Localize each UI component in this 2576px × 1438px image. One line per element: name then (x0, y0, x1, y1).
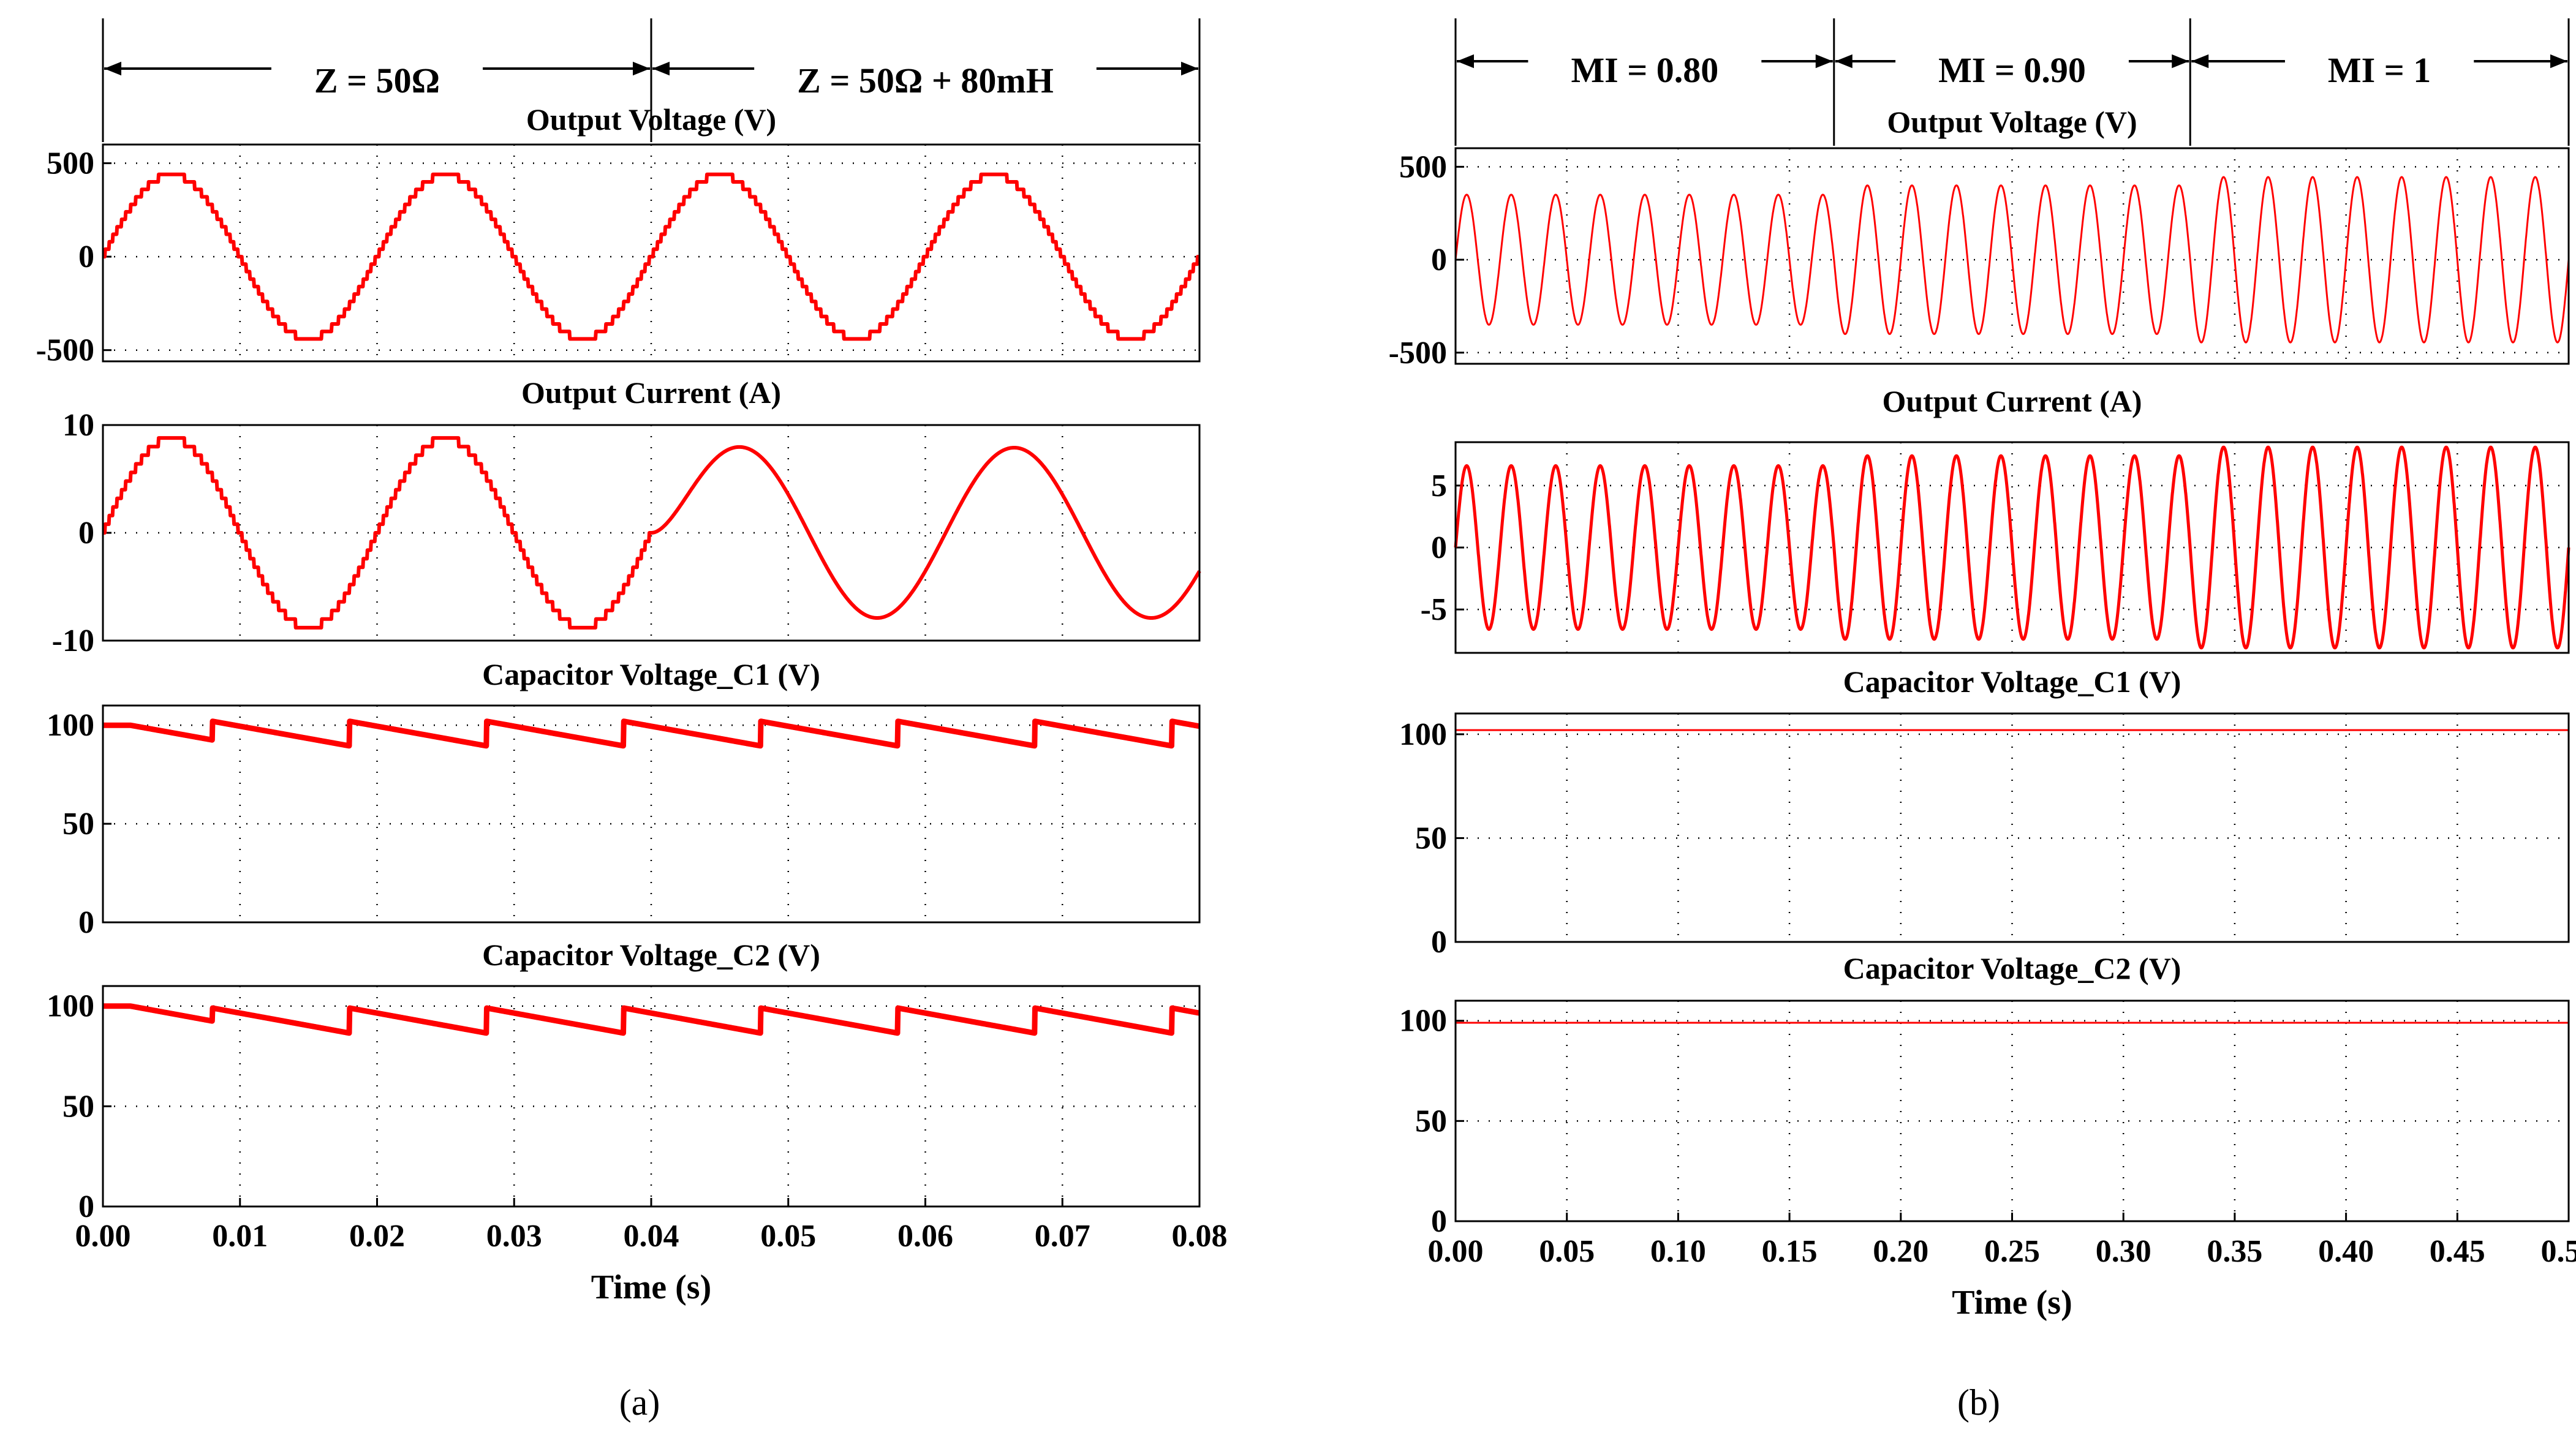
panel-b-subplot-title-1: Output Current (A) (1882, 384, 2142, 418)
panel-a-xtick-label-1: 0.01 (212, 1219, 268, 1254)
panel-b-series-1 (1454, 445, 2570, 650)
panel-a-subplot-title-2: Capacitor Voltage_C1 (V) (482, 657, 820, 691)
panel-b-frame-1 (1454, 441, 2570, 654)
panel-b-segment-label-2: MI = 1 (2328, 50, 2431, 90)
panel-b-ytick-label-0-2: -500 (1389, 336, 1447, 371)
panel-a-subplot-title-0: Output Voltage (V) (526, 102, 776, 137)
panel-b-xtick-label-10: 0.50 (2541, 1234, 2576, 1269)
panel-b-ytick-label-1-2: -5 (1421, 592, 1447, 627)
panel-b-segment-label-1: MI = 0.90 (1938, 50, 2086, 90)
panel-a-ytick-label-3-2: 0 (78, 1189, 94, 1224)
panel-a-series-3 (100, 1003, 1202, 1036)
panel-a-segment-label-0: Z = 50Ω (314, 61, 440, 100)
panel-b-ytick-label-3-1: 50 (1415, 1104, 1447, 1139)
panel-a-xtick-label-0: 0.00 (75, 1219, 131, 1254)
panel-b-subplot-2: Capacitor Voltage_C1 (V) 100 50 0 (1399, 664, 2570, 960)
panel-a-subplot-0: Output Voltage (V) 500 0 -500 (36, 102, 1201, 368)
panel-b-ytick-label-0-0: 500 (1399, 149, 1447, 184)
panel-a-ytick-label-3-0: 100 (47, 989, 94, 1024)
panel-b-ytick-label-1-1: 0 (1431, 530, 1447, 565)
panel-a-xlabel: Time (s) (591, 1268, 712, 1306)
panel-b-ytick-label-3-0: 100 (1399, 1004, 1447, 1039)
panel-b-xtick-label-5: 0.25 (1984, 1234, 2040, 1269)
panel-b-xtick-label-4: 0.20 (1873, 1234, 1928, 1269)
panel-b-subplot-title-0: Output Voltage (V) (1887, 105, 2137, 139)
panel-a-xtick-label-4: 0.04 (624, 1219, 679, 1254)
panel-a-series-0 (101, 172, 1201, 341)
panel-a-ytick-label-0-0: 500 (47, 146, 94, 181)
panel-a-frame-1 (102, 424, 1201, 642)
panel-b-ytick-label-2-2: 0 (1431, 925, 1447, 960)
panel-b-xtick-label-1: 0.05 (1539, 1234, 1595, 1269)
panel-a-series-1 (101, 436, 1201, 630)
panel-b-ytick-label-2-0: 100 (1399, 717, 1447, 752)
panel-b-xtick-label-0: 0.00 (1428, 1234, 1484, 1269)
panel-b-frame-0 (1454, 147, 2570, 365)
panel-b-subplot-title-2: Capacitor Voltage_C1 (V) (1843, 664, 2181, 699)
panel-a-ytick-label-2-2: 0 (78, 905, 94, 940)
panel-a-ytick-label-1-2: -10 (52, 623, 94, 658)
panel-b-xtick-label-8: 0.40 (2318, 1234, 2374, 1269)
panel-a-xtick-label-7: 0.07 (1035, 1219, 1090, 1254)
panel-a-subplot-1: Output Current (A) 10 0 -10 (52, 375, 1201, 658)
panel-b-frame-2 (1454, 712, 2570, 943)
panel-a: Z = 50Ω Z = 50Ω + 80mH Output Voltage (V) 5… (36, 18, 1228, 1306)
caption-b: (b) (1957, 1382, 2000, 1423)
panel-a-xtick-label-2: 0.02 (349, 1219, 405, 1254)
panel-b-xtick-label-9: 0.45 (2430, 1234, 2485, 1269)
panel-b-ytick-label-2-1: 50 (1415, 821, 1447, 856)
panel-b-subplot-3: Capacitor Voltage_C2 (V) 100 50 0 (1399, 951, 2570, 1239)
caption-a: (a) (619, 1382, 660, 1423)
panel-a-ytick-label-1-0: 10 (62, 408, 94, 443)
panel-b-ytick-label-0-1: 0 (1431, 243, 1447, 277)
panel-b-subplot-0: Output Voltage (V) 500 0 -500 (1389, 105, 2570, 371)
panel-b-xtick-label-3: 0.15 (1762, 1234, 1818, 1269)
panel-a-frame-2 (102, 704, 1201, 924)
panel-a-ytick-label-1-1: 0 (78, 516, 94, 551)
panel-b-subplot-1: Output Current (A) 5 0 -5 (1421, 384, 2570, 654)
panel-b: MI = 0.80 MI = 0.90 MI = 1 Output Voltage (… (1389, 18, 2576, 1322)
panel-a-subplot-2: Capacitor Voltage_C1 (V) 100 50 0 (47, 657, 1202, 940)
panel-b-xtick-label-7: 0.35 (2207, 1234, 2262, 1269)
panel-b-ytick-label-3-2: 0 (1431, 1204, 1447, 1239)
panel-a-xtick-label-3: 0.03 (486, 1219, 542, 1254)
panel-a-ytick-label-3-1: 50 (62, 1089, 94, 1124)
panel-a-ytick-label-2-0: 100 (47, 708, 94, 743)
panel-b-series-0 (1454, 176, 2570, 344)
panel-b-ytick-label-1-0: 5 (1431, 469, 1447, 503)
panel-a-ytick-label-0-2: -500 (36, 333, 94, 368)
panel-b-subplot-title-3: Capacitor Voltage_C2 (V) (1843, 951, 2181, 985)
panel-a-frame-0 (102, 143, 1201, 363)
panel-a-ytick-label-0-1: 0 (78, 239, 94, 274)
panel-a-subplot-title-3: Capacitor Voltage_C2 (V) (482, 938, 820, 972)
panel-a-subplot-title-1: Output Current (A) (521, 375, 781, 410)
panel-a-ytick-label-2-1: 50 (62, 807, 94, 841)
panel-a-subplot-3: Capacitor Voltage_C2 (V) 100 50 0 (47, 938, 1202, 1224)
panel-a-xtick-label-8: 0.08 (1172, 1219, 1228, 1254)
panel-a-segment-label-1: Z = 50Ω + 80mH (797, 61, 1054, 100)
panel-b-xtick-label-2: 0.10 (1650, 1234, 1706, 1269)
panel-a-xtick-label-5: 0.05 (760, 1219, 816, 1254)
panel-b-segment-label-0: MI = 0.80 (1571, 50, 1718, 90)
panel-a-xtick-label-6: 0.06 (897, 1219, 953, 1254)
panel-b-xtick-label-6: 0.30 (2096, 1234, 2151, 1269)
panel-b-xlabel: Time (s) (1952, 1284, 2072, 1322)
panel-a-series-2 (100, 718, 1202, 749)
